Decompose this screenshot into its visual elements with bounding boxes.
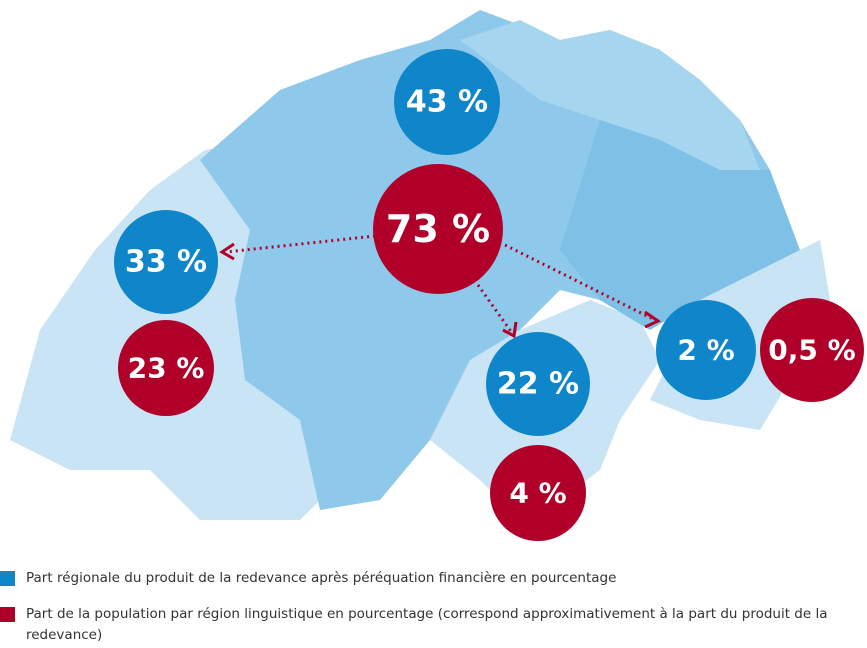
regional-circle <box>656 300 756 400</box>
population-circle <box>373 164 503 294</box>
population-share: 73 % <box>386 207 490 251</box>
population-circle <box>118 320 214 416</box>
population-share: 0,5 % <box>768 334 855 367</box>
regional-share: 43 % <box>406 85 488 120</box>
population-circle <box>490 445 586 541</box>
region-northeast <box>460 20 760 170</box>
legend-swatch <box>0 607 15 622</box>
population-share: 4 % <box>509 477 566 510</box>
legend-swatch <box>0 571 15 586</box>
regional-circle <box>486 332 590 436</box>
legend-item: Part de la population par région linguis… <box>0 604 867 646</box>
population-circle <box>760 298 864 402</box>
arrowheads <box>219 242 662 339</box>
region-east <box>560 120 800 330</box>
regional-share: 22 % <box>497 367 579 402</box>
arrows <box>225 234 656 334</box>
map: 43 % 73 % 33 % 23 % 22 % 4 % 2 % 0,5 % <box>10 10 864 541</box>
regional-share: 2 % <box>677 334 734 367</box>
legend-item: Part régionale du produit de la redevanc… <box>0 568 867 589</box>
legend-label: Part régionale du produit de la redevanc… <box>26 570 617 586</box>
regional-circle <box>114 210 218 314</box>
regional-circle <box>394 49 500 155</box>
regional-share: 33 % <box>125 245 207 280</box>
legend-label: Part de la population par région linguis… <box>26 606 828 643</box>
population-share: 23 % <box>128 352 205 385</box>
